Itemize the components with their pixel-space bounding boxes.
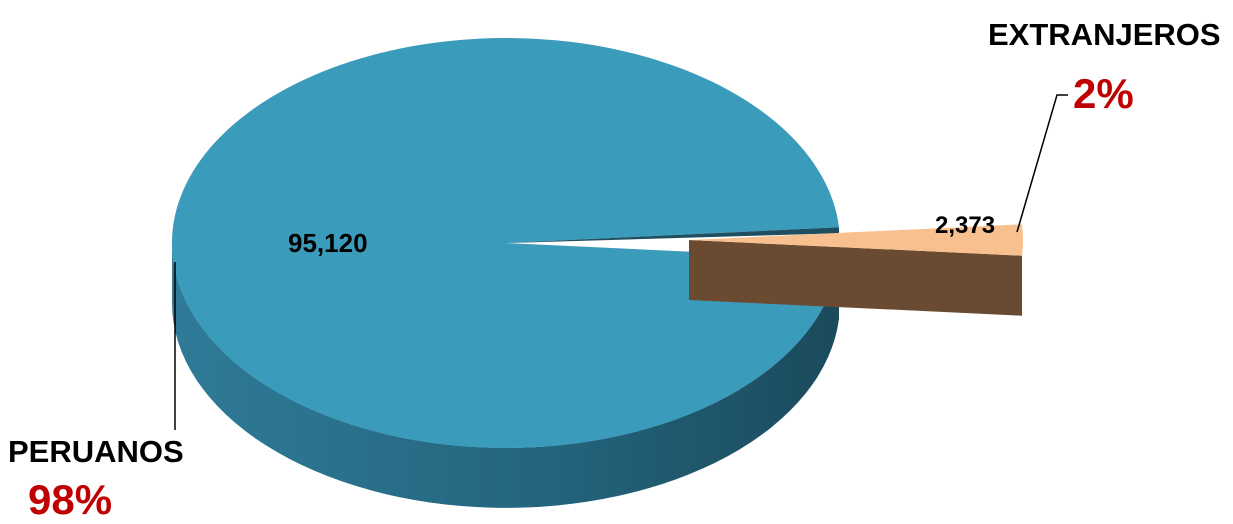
data-label-extranjeros-value: 2,373 xyxy=(935,212,995,239)
pie-slice-extranjeros xyxy=(689,224,1023,256)
leader-line-extranjeros xyxy=(1016,94,1068,233)
category-label-peruanos: PERUANOS xyxy=(8,434,184,469)
pie-slice-peruanos-side xyxy=(172,243,839,508)
data-label-peruanos-value: 95,120 xyxy=(288,228,368,258)
pie-slice-extranjeros-side xyxy=(689,240,1022,316)
percent-label-extranjeros: 2% xyxy=(1073,70,1134,117)
category-label-extranjeros: EXTRANJEROS xyxy=(988,17,1221,52)
pie-slice-peruanos-cut-face xyxy=(506,227,839,243)
pie-slice-peruanos xyxy=(171,38,839,448)
percent-label-peruanos: 98% xyxy=(28,476,112,523)
